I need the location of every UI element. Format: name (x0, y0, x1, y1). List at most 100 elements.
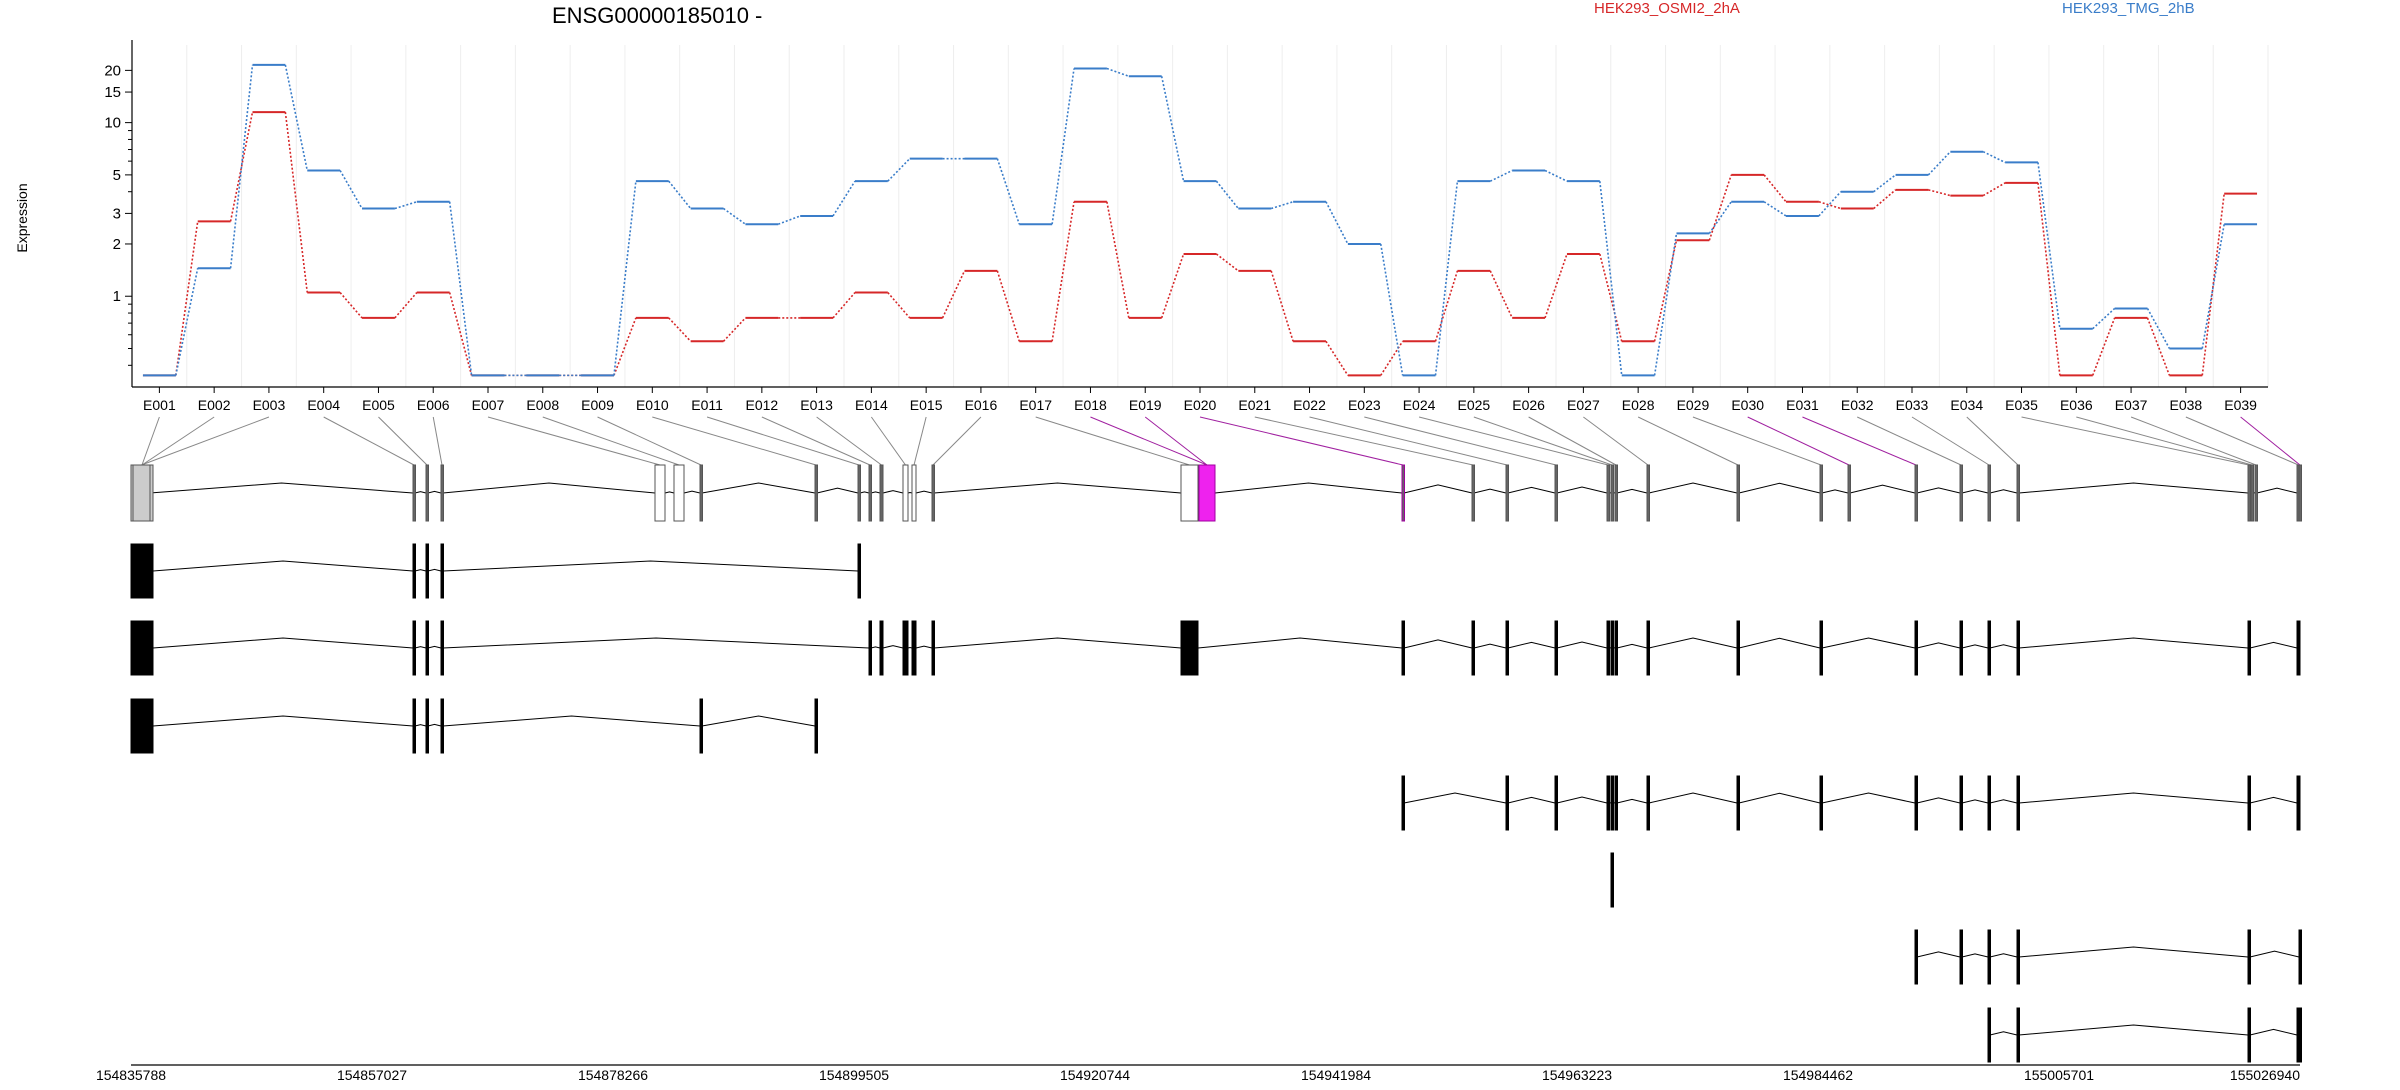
exon-label: E035 (2005, 397, 2038, 413)
coordinate-label: 154984462 (1783, 1067, 1853, 1083)
intron (1403, 484, 1473, 494)
intron (701, 482, 816, 494)
intron (1648, 637, 1738, 649)
intron (1403, 639, 1473, 649)
intron (915, 645, 933, 649)
intron (442, 715, 701, 727)
transition-segment (1544, 253, 1568, 319)
exon-connector (2240, 416, 2301, 466)
exon-box (814, 698, 818, 754)
transition-segment (284, 64, 309, 171)
transition-segment (722, 317, 746, 342)
y-tick-label: 20 (104, 62, 121, 79)
intron (427, 568, 442, 572)
intron (1961, 953, 1989, 958)
exon-box (130, 620, 154, 676)
exon-box (2016, 620, 2020, 676)
exon-label: E018 (1074, 397, 1107, 413)
transition-segment (394, 292, 418, 319)
transition-segment (723, 207, 746, 225)
transcript-row (130, 620, 2301, 676)
y-tick-label: 15 (104, 84, 121, 101)
exon-box (868, 620, 872, 676)
exon-box (2247, 929, 2251, 985)
exon-connector (1528, 416, 1617, 466)
transition-segment (175, 221, 199, 376)
transition-segment (1489, 169, 1513, 182)
legend-series-2: HEK293_TMG_2hB (2062, 0, 2195, 17)
exon-box (654, 464, 666, 522)
exon-box (931, 464, 935, 522)
transcript-row (1914, 929, 2302, 985)
exon-box (2016, 1007, 2020, 1063)
y-tick-label: 1 (113, 288, 121, 305)
exon-connector (141, 416, 270, 466)
exon-box (1554, 620, 1558, 676)
exon-box (2016, 929, 2020, 985)
transcript-row (1987, 1007, 2302, 1063)
intron (2018, 637, 2249, 649)
exon-label: E014 (855, 397, 888, 413)
transition-segment (1160, 76, 1185, 182)
exon-box (1610, 620, 1614, 676)
intron (1214, 482, 1403, 494)
exon-label: E020 (1184, 397, 1217, 413)
intron (1473, 643, 1507, 649)
intron (933, 637, 1182, 649)
intron (1738, 637, 1821, 649)
exon-connector (1747, 416, 1850, 466)
exon-label: E004 (307, 397, 340, 413)
exon-box (1614, 464, 1618, 522)
transition-segment (1160, 253, 1185, 319)
exon-box (931, 620, 935, 676)
intron (1989, 953, 2018, 958)
exon-box (2298, 929, 2302, 985)
exon-box (1554, 775, 1558, 831)
exon-box (440, 543, 444, 599)
exon-connector (816, 416, 882, 466)
intron (1989, 489, 2018, 494)
transition-segment (2092, 307, 2116, 330)
exon-label: E022 (1293, 397, 1326, 413)
intron (1648, 792, 1738, 804)
intron (1648, 482, 1738, 494)
exon-box (1606, 775, 1610, 831)
transition-segment (1927, 151, 1951, 176)
intron (1916, 797, 1961, 804)
exon-label: E008 (526, 397, 559, 413)
coordinate-label: 155026940 (2230, 1067, 2300, 1083)
series-2 (142, 63, 2258, 377)
exon-connector (652, 416, 817, 466)
transition-segment (1763, 201, 1787, 217)
exon-connector (2130, 416, 2257, 466)
intron (2018, 1024, 2249, 1036)
intron (1473, 488, 1507, 494)
exon-label: E011 (691, 397, 723, 413)
exon-connector (542, 416, 680, 466)
coordinate-label: 154963223 (1542, 1067, 1612, 1083)
intron (915, 490, 933, 494)
exon-connector (1637, 416, 1739, 466)
intron (442, 560, 859, 572)
intron (1849, 484, 1916, 494)
exon-connector (141, 416, 160, 466)
exon-label: E016 (965, 397, 998, 413)
exon-box (412, 543, 416, 599)
transcript-row (130, 464, 2302, 522)
transition-segment (996, 270, 1021, 342)
intron (1556, 796, 1608, 804)
exon-connector (2021, 416, 2250, 466)
intron (701, 715, 816, 727)
series-layer (142, 63, 2258, 377)
exon-box (902, 464, 909, 522)
intron (1616, 643, 1648, 649)
exon-box (2298, 464, 2302, 522)
exon-box (857, 543, 861, 599)
exon-box (425, 698, 429, 754)
intron (1916, 951, 1961, 958)
intron (1616, 488, 1648, 494)
exon-connector (913, 416, 927, 466)
y-tick-label: 2 (113, 236, 121, 253)
exon-connector (1309, 416, 1508, 466)
transition-segment (1708, 201, 1732, 234)
